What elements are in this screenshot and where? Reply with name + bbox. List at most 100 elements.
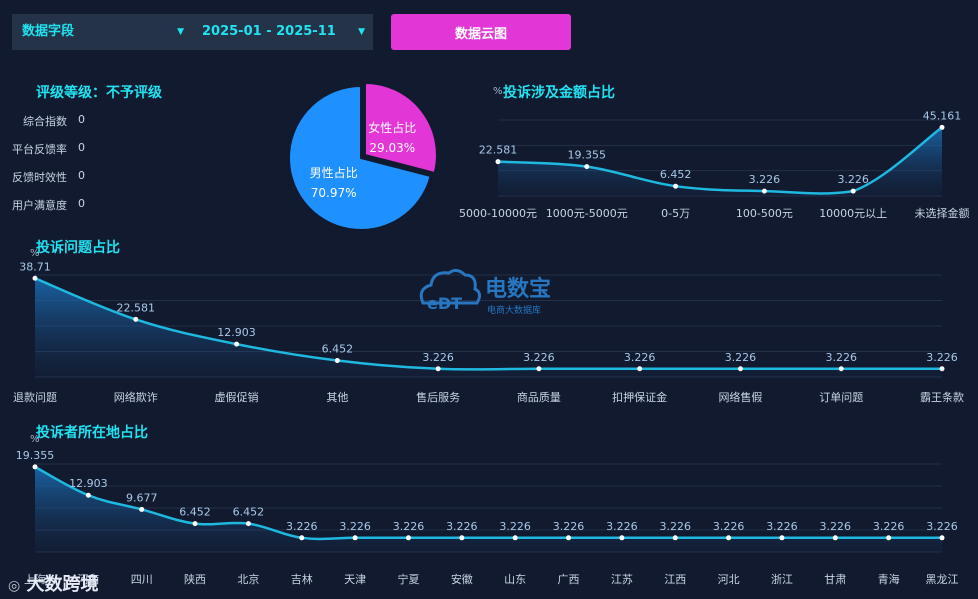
amount-area-chart: 22.581 5000-10000元 19.355 1000元-5000元 6.452 0… xyxy=(459,109,970,220)
data-label: 12.903 xyxy=(217,326,256,339)
data-point xyxy=(619,535,625,541)
data-label: 22.581 xyxy=(479,144,518,157)
data-label: 3.226 xyxy=(339,520,371,533)
data-label: 9.677 xyxy=(126,491,158,504)
data-point xyxy=(761,188,767,194)
x-tick-label: 订单问题 xyxy=(819,391,863,404)
rating-value: 0 xyxy=(78,169,85,182)
field-select-value: 数据字段 xyxy=(22,24,75,39)
x-tick-label: 安徽 xyxy=(451,572,473,586)
date-range-select[interactable]: 2025-01 - 2025-11 ▼ xyxy=(192,14,373,50)
data-label: 3.226 xyxy=(422,351,454,364)
region-unit-label: % xyxy=(30,434,40,445)
data-point xyxy=(939,124,945,130)
data-point xyxy=(32,464,38,470)
data-point xyxy=(459,535,465,541)
data-point xyxy=(32,275,38,281)
amount-chart-title: 投诉涉及金额占比 xyxy=(503,85,615,101)
x-tick-label: 广西 xyxy=(558,573,580,586)
data-point xyxy=(779,535,785,541)
data-label: 19.355 xyxy=(568,149,607,162)
date-range-value: 2025-01 - 2025-11 xyxy=(202,24,336,39)
issue-unit-label: % xyxy=(30,248,40,259)
series-area xyxy=(498,127,942,196)
x-tick-label: 霸王条款 xyxy=(920,390,964,404)
x-tick-label: 退款问题 xyxy=(13,390,57,404)
x-tick-label: 100-500元 xyxy=(736,207,793,220)
pie-slice xyxy=(363,82,437,175)
data-label: 3.226 xyxy=(820,520,852,533)
chevron-down-icon: ▼ xyxy=(358,27,365,37)
data-label: 3.226 xyxy=(926,520,958,533)
rating-label: 综合指数 xyxy=(23,115,67,128)
x-tick-label: 江苏 xyxy=(611,573,633,586)
data-label: 3.226 xyxy=(926,351,958,364)
data-point xyxy=(234,341,240,347)
data-label: 6.452 xyxy=(660,168,692,181)
x-tick-label: 5000-10000元 xyxy=(459,207,537,220)
region-area-chart: 19.355 上海 12.903 河南 9.677 四川 6.452 陕西 6.452 北京 3.2… xyxy=(16,449,959,586)
x-tick-label: 10000元以上 xyxy=(819,207,887,220)
data-label: 3.226 xyxy=(873,520,905,533)
data-point xyxy=(584,164,590,170)
data-label: 22.581 xyxy=(117,301,156,314)
x-tick-label: 甘肃 xyxy=(824,573,846,586)
corner-logo-icon: ◎ xyxy=(8,578,21,594)
x-tick-label: 未选择金额 xyxy=(915,206,970,220)
data-point xyxy=(637,366,643,372)
pie-slice-value: 29.03% xyxy=(369,141,415,155)
x-tick-label: 其他 xyxy=(326,391,348,404)
x-tick-label: 虚假促销 xyxy=(215,390,259,404)
data-label: 3.226 xyxy=(766,520,798,533)
data-point xyxy=(405,535,411,541)
x-tick-label: 黑龙江 xyxy=(926,573,959,586)
data-point xyxy=(85,492,91,498)
region-chart-title: 投诉者所在地占比 xyxy=(36,425,148,441)
watermark-logo: eDT 电数宝 电商大数据库 xyxy=(419,268,551,316)
field-select[interactable]: 数据字段 ▼ xyxy=(12,14,192,50)
pie-slice-label: 男性占比 xyxy=(310,165,358,180)
x-tick-label: 青海 xyxy=(878,572,900,586)
rating-value: 0 xyxy=(78,141,85,154)
data-label: 3.226 xyxy=(286,520,318,533)
x-tick-label: 扣押保证金 xyxy=(612,390,667,404)
rating-value: 0 xyxy=(78,197,85,210)
rating-title: 评级等级：不予评级 xyxy=(36,85,162,101)
corner-logo: ◎ 大数跨境 xyxy=(8,570,99,596)
x-tick-label: 山东 xyxy=(504,573,526,586)
data-label: 3.226 xyxy=(837,173,869,186)
data-point xyxy=(672,535,678,541)
data-label: 3.226 xyxy=(659,520,691,533)
series-line xyxy=(34,465,942,541)
data-label: 3.226 xyxy=(725,351,757,364)
x-tick-label: 北京 xyxy=(237,572,259,586)
data-label: 3.226 xyxy=(499,520,531,533)
x-tick-label: 河北 xyxy=(718,573,740,586)
x-tick-label: 陕西 xyxy=(184,572,206,586)
issue-area-chart: 38.71 退款问题 22.581 网络欺诈 12.903 虚假促销 6.452 其他 3.22… xyxy=(13,260,964,404)
data-point xyxy=(512,535,518,541)
series-line xyxy=(34,277,942,371)
x-tick-label: 浙江 xyxy=(771,573,793,586)
data-label: 3.226 xyxy=(825,351,857,364)
watermark-logo-text: eDT xyxy=(427,294,462,313)
data-label: 3.226 xyxy=(713,520,745,533)
data-point xyxy=(838,366,844,372)
data-point xyxy=(566,535,572,541)
x-tick-label: 天津 xyxy=(344,573,366,586)
data-point xyxy=(133,316,139,322)
data-label: 3.226 xyxy=(523,351,555,364)
data-point xyxy=(886,535,892,541)
data-point xyxy=(832,535,838,541)
data-point xyxy=(673,183,679,189)
x-tick-label: 售后服务 xyxy=(416,390,460,404)
data-label: 3.226 xyxy=(393,520,425,533)
data-label: 3.226 xyxy=(749,173,781,186)
x-tick-label: 河南 xyxy=(77,573,99,586)
data-point xyxy=(939,535,945,541)
data-cloud-button[interactable]: 数据云图 xyxy=(391,14,571,50)
x-tick-label: 上海 xyxy=(24,572,46,586)
data-point xyxy=(435,366,441,372)
pie-slice xyxy=(288,84,432,231)
data-label: 6.452 xyxy=(179,506,211,519)
